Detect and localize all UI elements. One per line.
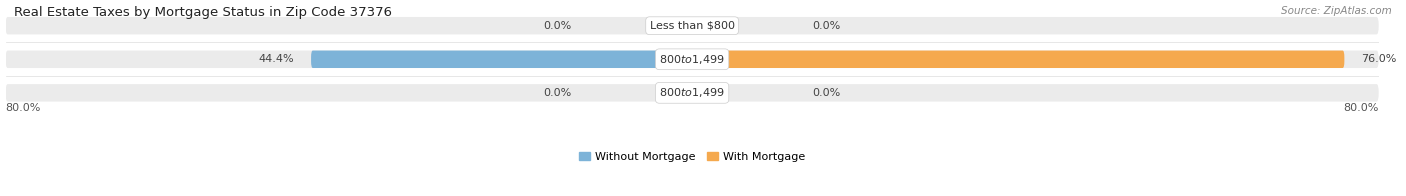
FancyBboxPatch shape (6, 51, 1379, 68)
Text: 44.4%: 44.4% (259, 54, 294, 64)
FancyBboxPatch shape (6, 17, 1379, 34)
Text: 80.0%: 80.0% (6, 103, 41, 113)
Text: 80.0%: 80.0% (1343, 103, 1379, 113)
Text: 76.0%: 76.0% (1361, 54, 1398, 64)
Text: 0.0%: 0.0% (813, 21, 841, 31)
Legend: Without Mortgage, With Mortgage: Without Mortgage, With Mortgage (574, 148, 810, 167)
Text: $800 to $1,499: $800 to $1,499 (659, 86, 725, 99)
Text: Real Estate Taxes by Mortgage Status in Zip Code 37376: Real Estate Taxes by Mortgage Status in … (14, 6, 392, 19)
Text: 0.0%: 0.0% (544, 21, 572, 31)
FancyBboxPatch shape (6, 84, 1379, 102)
Text: $800 to $1,499: $800 to $1,499 (659, 53, 725, 66)
Text: 0.0%: 0.0% (813, 88, 841, 98)
Text: Less than $800: Less than $800 (650, 21, 734, 31)
FancyBboxPatch shape (311, 51, 692, 68)
Text: Source: ZipAtlas.com: Source: ZipAtlas.com (1281, 6, 1392, 16)
Text: 0.0%: 0.0% (544, 88, 572, 98)
FancyBboxPatch shape (692, 51, 1344, 68)
